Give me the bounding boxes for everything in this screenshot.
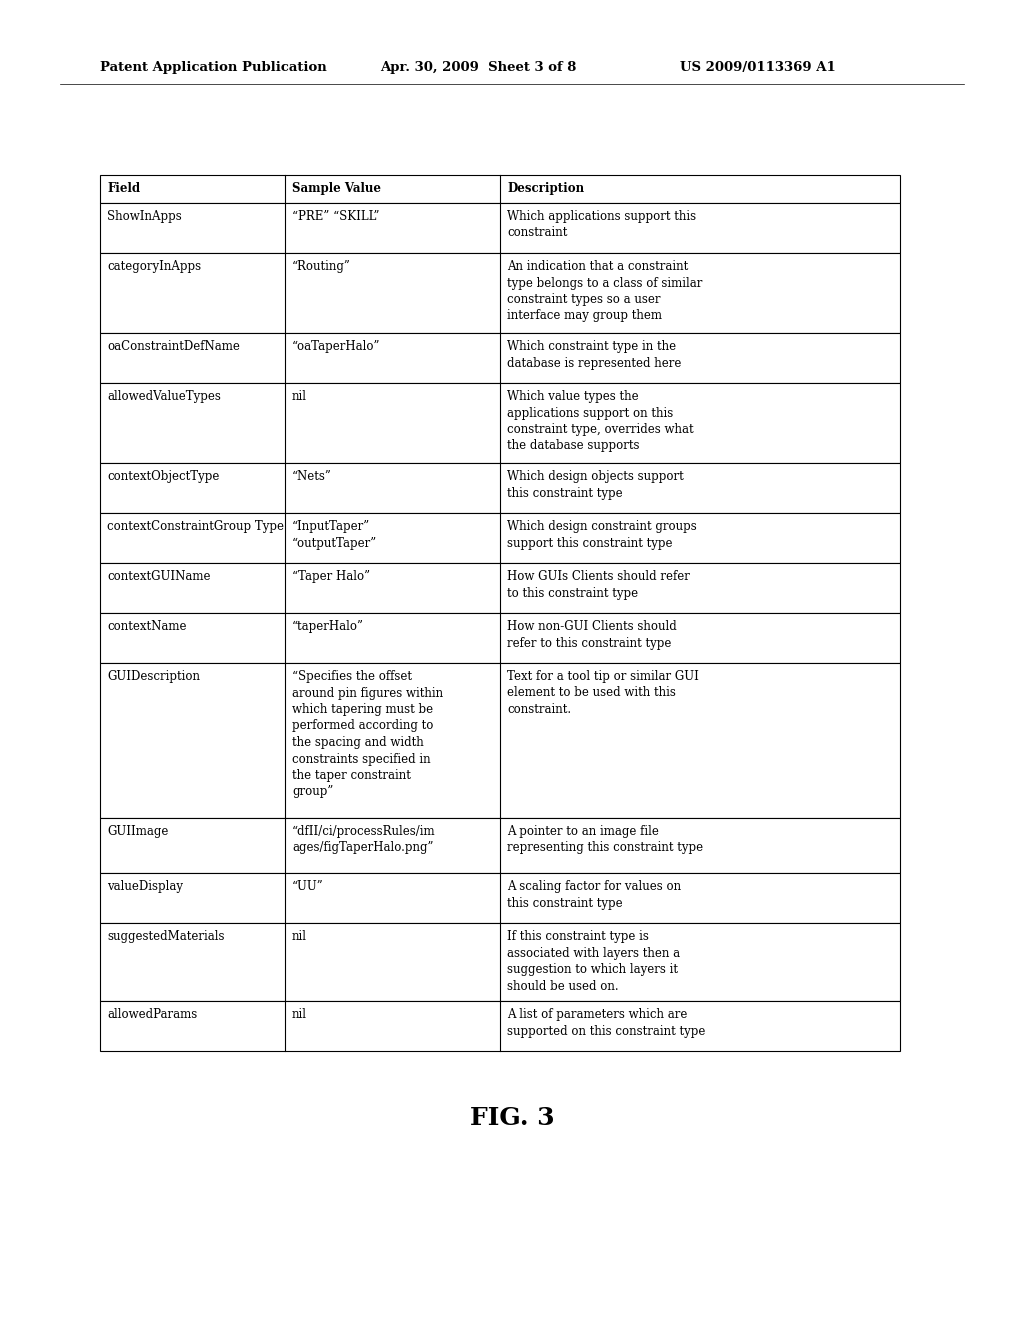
Text: How GUIs Clients should refer
to this constraint type: How GUIs Clients should refer to this co… — [507, 570, 690, 599]
Bar — [100, 923, 900, 1001]
Text: Field: Field — [106, 182, 140, 195]
Text: GUIDescription: GUIDescription — [106, 671, 200, 682]
Text: Which applications support this
constraint: Which applications support this constrai… — [507, 210, 696, 239]
Text: nil: nil — [292, 931, 307, 942]
Text: Which constraint type in the
database is represented here: Which constraint type in the database is… — [507, 341, 681, 370]
Text: A scaling factor for values on
this constraint type: A scaling factor for values on this cons… — [507, 880, 681, 909]
Bar — [100, 383, 900, 463]
Text: Sample Value: Sample Value — [292, 182, 381, 195]
Text: “Taper Halo”: “Taper Halo” — [292, 570, 370, 583]
Text: “oaTaperHalo”: “oaTaperHalo” — [292, 341, 381, 352]
Bar — [100, 176, 900, 203]
Bar — [100, 513, 900, 564]
Bar — [100, 564, 900, 612]
Text: contextName: contextName — [106, 620, 186, 634]
Text: Which design objects support
this constraint type: Which design objects support this constr… — [507, 470, 684, 499]
Text: Which value types the
applications support on this
constraint type, overrides wh: Which value types the applications suppo… — [507, 389, 693, 453]
Text: US 2009/0113369 A1: US 2009/0113369 A1 — [680, 62, 836, 74]
Text: “InputTaper”
“outputTaper”: “InputTaper” “outputTaper” — [292, 520, 377, 549]
Text: Patent Application Publication: Patent Application Publication — [100, 62, 327, 74]
Text: How non-GUI Clients should
refer to this constraint type: How non-GUI Clients should refer to this… — [507, 620, 677, 649]
Bar — [100, 818, 900, 873]
Text: An indication that a constraint
type belongs to a class of similar
constraint ty: An indication that a constraint type bel… — [507, 260, 702, 322]
Text: “dfII/ci/processRules/im
ages/figTaperHalo.png”: “dfII/ci/processRules/im ages/figTaperHa… — [292, 825, 435, 854]
Text: “Specifies the offset
around pin figures within
which tapering must be
performed: “Specifies the offset around pin figures… — [292, 671, 443, 799]
Text: FIG. 3: FIG. 3 — [470, 1106, 554, 1130]
Text: oaConstraintDefName: oaConstraintDefName — [106, 341, 240, 352]
Bar — [100, 1001, 900, 1051]
Text: allowedParams: allowedParams — [106, 1008, 198, 1020]
Text: “Routing”: “Routing” — [292, 260, 351, 273]
Bar — [100, 203, 900, 253]
Text: Description: Description — [507, 182, 584, 195]
Text: suggestedMaterials: suggestedMaterials — [106, 931, 224, 942]
Bar — [100, 612, 900, 663]
Text: nil: nil — [292, 1008, 307, 1020]
Text: “Nets”: “Nets” — [292, 470, 332, 483]
Text: nil: nil — [292, 389, 307, 403]
Text: Text for a tool tip or similar GUI
element to be used with this
constraint.: Text for a tool tip or similar GUI eleme… — [507, 671, 698, 715]
Bar — [100, 873, 900, 923]
Text: “taperHalo”: “taperHalo” — [292, 620, 364, 634]
Bar — [100, 463, 900, 513]
Text: A list of parameters which are
supported on this constraint type: A list of parameters which are supported… — [507, 1008, 706, 1038]
Text: Which design constraint groups
support this constraint type: Which design constraint groups support t… — [507, 520, 696, 549]
Bar — [100, 333, 900, 383]
Bar — [100, 253, 900, 333]
Text: A pointer to an image file
representing this constraint type: A pointer to an image file representing … — [507, 825, 703, 854]
Text: contextObjectType: contextObjectType — [106, 470, 219, 483]
Text: allowedValueTypes: allowedValueTypes — [106, 389, 221, 403]
Text: If this constraint type is
associated with layers then a
suggestion to which lay: If this constraint type is associated wi… — [507, 931, 680, 993]
Text: GUIImage: GUIImage — [106, 825, 168, 838]
Text: ShowInApps: ShowInApps — [106, 210, 181, 223]
Text: Apr. 30, 2009  Sheet 3 of 8: Apr. 30, 2009 Sheet 3 of 8 — [380, 62, 577, 74]
Text: “PRE” “SKILL”: “PRE” “SKILL” — [292, 210, 380, 223]
Text: categoryInApps: categoryInApps — [106, 260, 201, 273]
Text: contextGUIName: contextGUIName — [106, 570, 211, 583]
Text: contextConstraintGroup Type: contextConstraintGroup Type — [106, 520, 284, 533]
Text: “UU”: “UU” — [292, 880, 324, 894]
Bar — [100, 663, 900, 818]
Text: valueDisplay: valueDisplay — [106, 880, 183, 894]
